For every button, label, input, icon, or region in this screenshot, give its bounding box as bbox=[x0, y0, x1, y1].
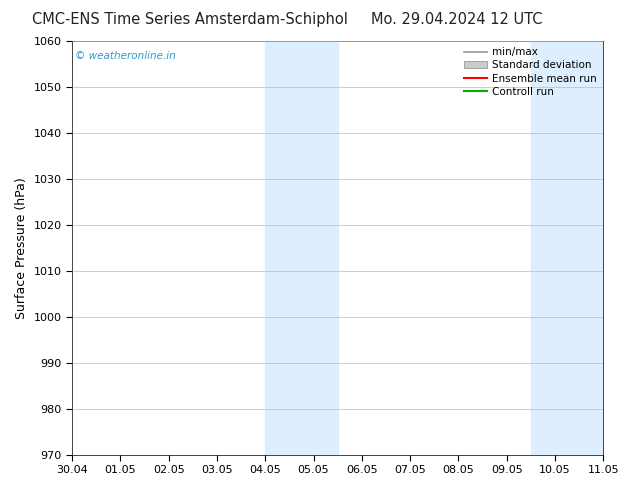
Text: © weatheronline.in: © weatheronline.in bbox=[75, 51, 176, 61]
Bar bbox=[265, 41, 338, 455]
Text: Mo. 29.04.2024 12 UTC: Mo. 29.04.2024 12 UTC bbox=[371, 12, 542, 27]
Y-axis label: Surface Pressure (hPa): Surface Pressure (hPa) bbox=[15, 177, 28, 318]
Bar bbox=[531, 41, 603, 455]
Legend: min/max, Standard deviation, Ensemble mean run, Controll run: min/max, Standard deviation, Ensemble me… bbox=[460, 43, 601, 101]
Text: CMC-ENS Time Series Amsterdam-Schiphol: CMC-ENS Time Series Amsterdam-Schiphol bbox=[32, 12, 348, 27]
